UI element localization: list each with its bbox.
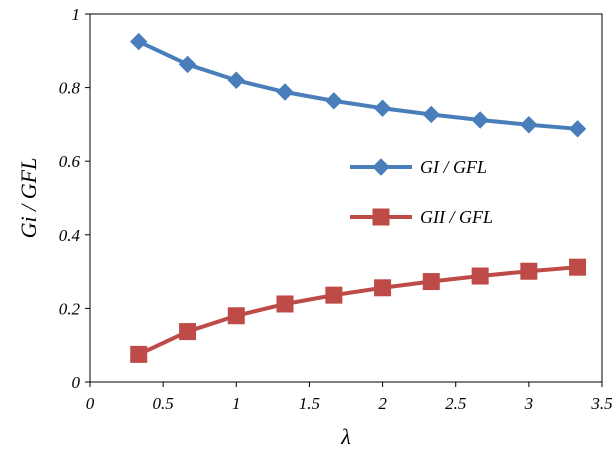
y-axis-title: Gi / GFL: [16, 158, 41, 239]
x-tick-label: 1.5: [299, 394, 320, 413]
x-tick-label: 2.5: [445, 394, 466, 413]
x-axis-ticks: 0 0.5 1 1.5 2 2.5 3 3.5: [86, 382, 613, 413]
square-marker: [130, 345, 148, 363]
plot-frame: [89, 13, 603, 383]
y-tick-label: 1: [72, 5, 81, 24]
legend-marker: [372, 208, 390, 226]
square-marker: [422, 273, 440, 291]
legend-label: GII / GFL: [420, 207, 493, 227]
x-tick-label: 2: [378, 394, 387, 413]
series-line: [137, 39, 578, 131]
square-marker: [325, 286, 343, 304]
series-1: [130, 32, 587, 138]
x-tick-label: 0.5: [153, 394, 174, 413]
x-axis-title: λ: [340, 424, 351, 449]
x-tick-label: 1: [232, 394, 241, 413]
series-layer: [130, 32, 587, 363]
y-tick-label: 0.4: [59, 226, 81, 245]
legend-marker: [372, 158, 390, 176]
square-marker: [374, 279, 392, 297]
y-tick-label: 0.8: [59, 79, 81, 98]
diamond-marker: [227, 71, 245, 89]
series-2: [130, 258, 587, 363]
diamond-marker: [520, 116, 538, 134]
diamond-marker: [373, 99, 392, 117]
diamond-marker: [178, 55, 197, 74]
y-tick-label: 0: [72, 373, 81, 392]
square-marker: [179, 323, 197, 341]
diamond-marker: [471, 111, 489, 129]
diamond-marker: [325, 92, 343, 110]
y-tick-label: 0.2: [59, 299, 81, 318]
diamond-marker: [568, 120, 587, 138]
diamond-marker: [422, 105, 440, 124]
x-tick-label: 3: [524, 394, 534, 413]
x-tick-label: 0: [86, 394, 95, 413]
y-axis-ticks: 0 0.2 0.4 0.6 0.8 1: [59, 5, 90, 392]
legend: GI / GFL GII / GFL: [350, 157, 493, 227]
square-marker: [276, 295, 294, 313]
diamond-marker: [130, 32, 148, 51]
series-line: [137, 265, 578, 357]
x-tick-label: 3.5: [590, 394, 612, 413]
square-marker: [569, 258, 587, 276]
y-tick-label: 0.6: [59, 152, 81, 171]
square-marker: [520, 262, 538, 280]
square-marker: [471, 267, 489, 285]
legend-item-1: GI / GFL: [350, 157, 487, 177]
legend-label: GI / GFL: [420, 157, 487, 177]
diamond-marker: [276, 83, 294, 101]
legend-item-2: GII / GFL: [350, 207, 493, 227]
square-marker: [227, 307, 245, 325]
